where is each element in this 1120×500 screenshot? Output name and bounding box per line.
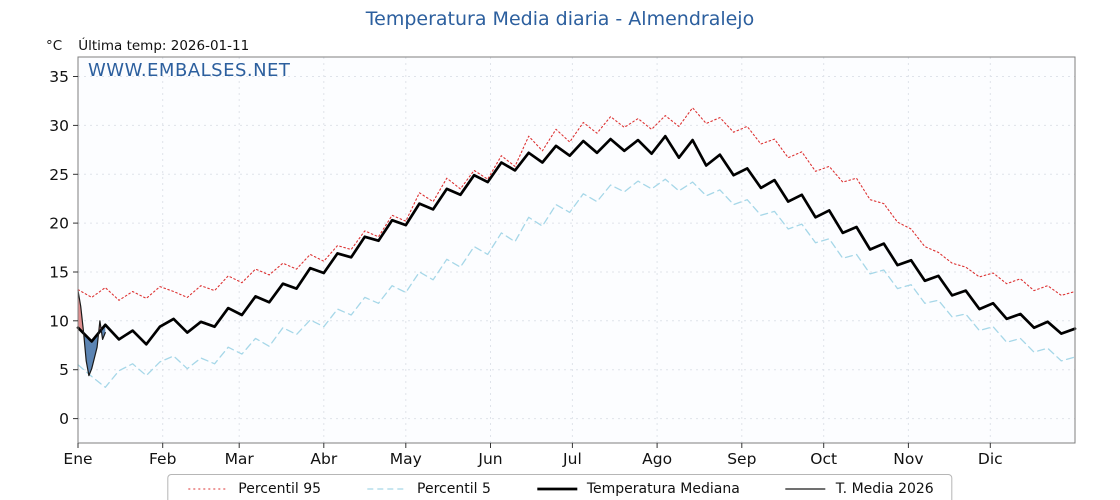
x-tick-label: Mar [225,450,255,468]
x-tick-label: Oct [810,450,837,468]
chart-legend: Percentil 95 Percentil 5 Temperatura Med… [167,474,953,500]
legend-item-percentil-5: Percentil 5 [365,481,491,497]
series-line-percentil-5 [77,178,1076,388]
x-tick-label: Jun [477,450,502,468]
legend-label-percentil-95: Percentil 95 [238,481,322,497]
series-line-t-media-2026 [77,290,106,377]
y-axis-unit-label: °C [46,38,63,54]
y-tick-label: 25 [49,166,69,184]
legend-item-percentil-95: Percentil 95 [186,481,321,497]
axis-border [77,56,1076,444]
legend-item-t-media-2026: T. Media 2026 [784,481,934,497]
y-tick-label: 35 [49,68,69,86]
legend-label-t-media-2026: T. Media 2026 [835,481,934,497]
x-tick-label: Abr [310,450,337,468]
x-tick-label: Ene [63,450,92,468]
x-tick-label: May [390,450,422,468]
chart-subtitle-row: °C Última temp: 2026-01-11 [46,38,249,54]
legend-item-temperatura-mediana: Temperatura Mediana [535,481,740,497]
t-media-2026-line-sample [785,488,826,490]
percentil-95-line-sample [188,488,229,490]
temperatura-mediana-line-sample [536,487,577,491]
y-tick-label: 10 [49,312,69,330]
chart-title: Temperatura Media diaria - Almendralejo [365,8,755,30]
legend-label-percentil-5: Percentil 5 [417,481,491,497]
plot-background [78,57,1075,443]
x-tick-label: Nov [893,450,923,468]
y-tick-label: 20 [49,215,69,233]
y-tick-label: 30 [49,117,69,135]
series-line-percentil-95 [77,107,1076,301]
x-tick-label: Ago [642,450,672,468]
y-tick-label: 0 [59,410,69,428]
x-tick-label: Sep [727,450,756,468]
series-line-temperatura-mediana [76,134,1077,346]
x-tick-label: Dic [978,450,1003,468]
watermark: WWW.EMBALSES.NET [88,60,291,81]
x-tick-label: Jul [562,450,582,468]
legend-label-temperatura-mediana: Temperatura Mediana [586,481,740,497]
x-tick-label: Feb [149,450,176,468]
y-tick-label: 5 [59,361,69,379]
last-temp-label: Última temp: 2026-01-11 [78,38,250,54]
percentil-5-line-sample [367,488,408,490]
y-tick-label: 15 [49,264,69,282]
